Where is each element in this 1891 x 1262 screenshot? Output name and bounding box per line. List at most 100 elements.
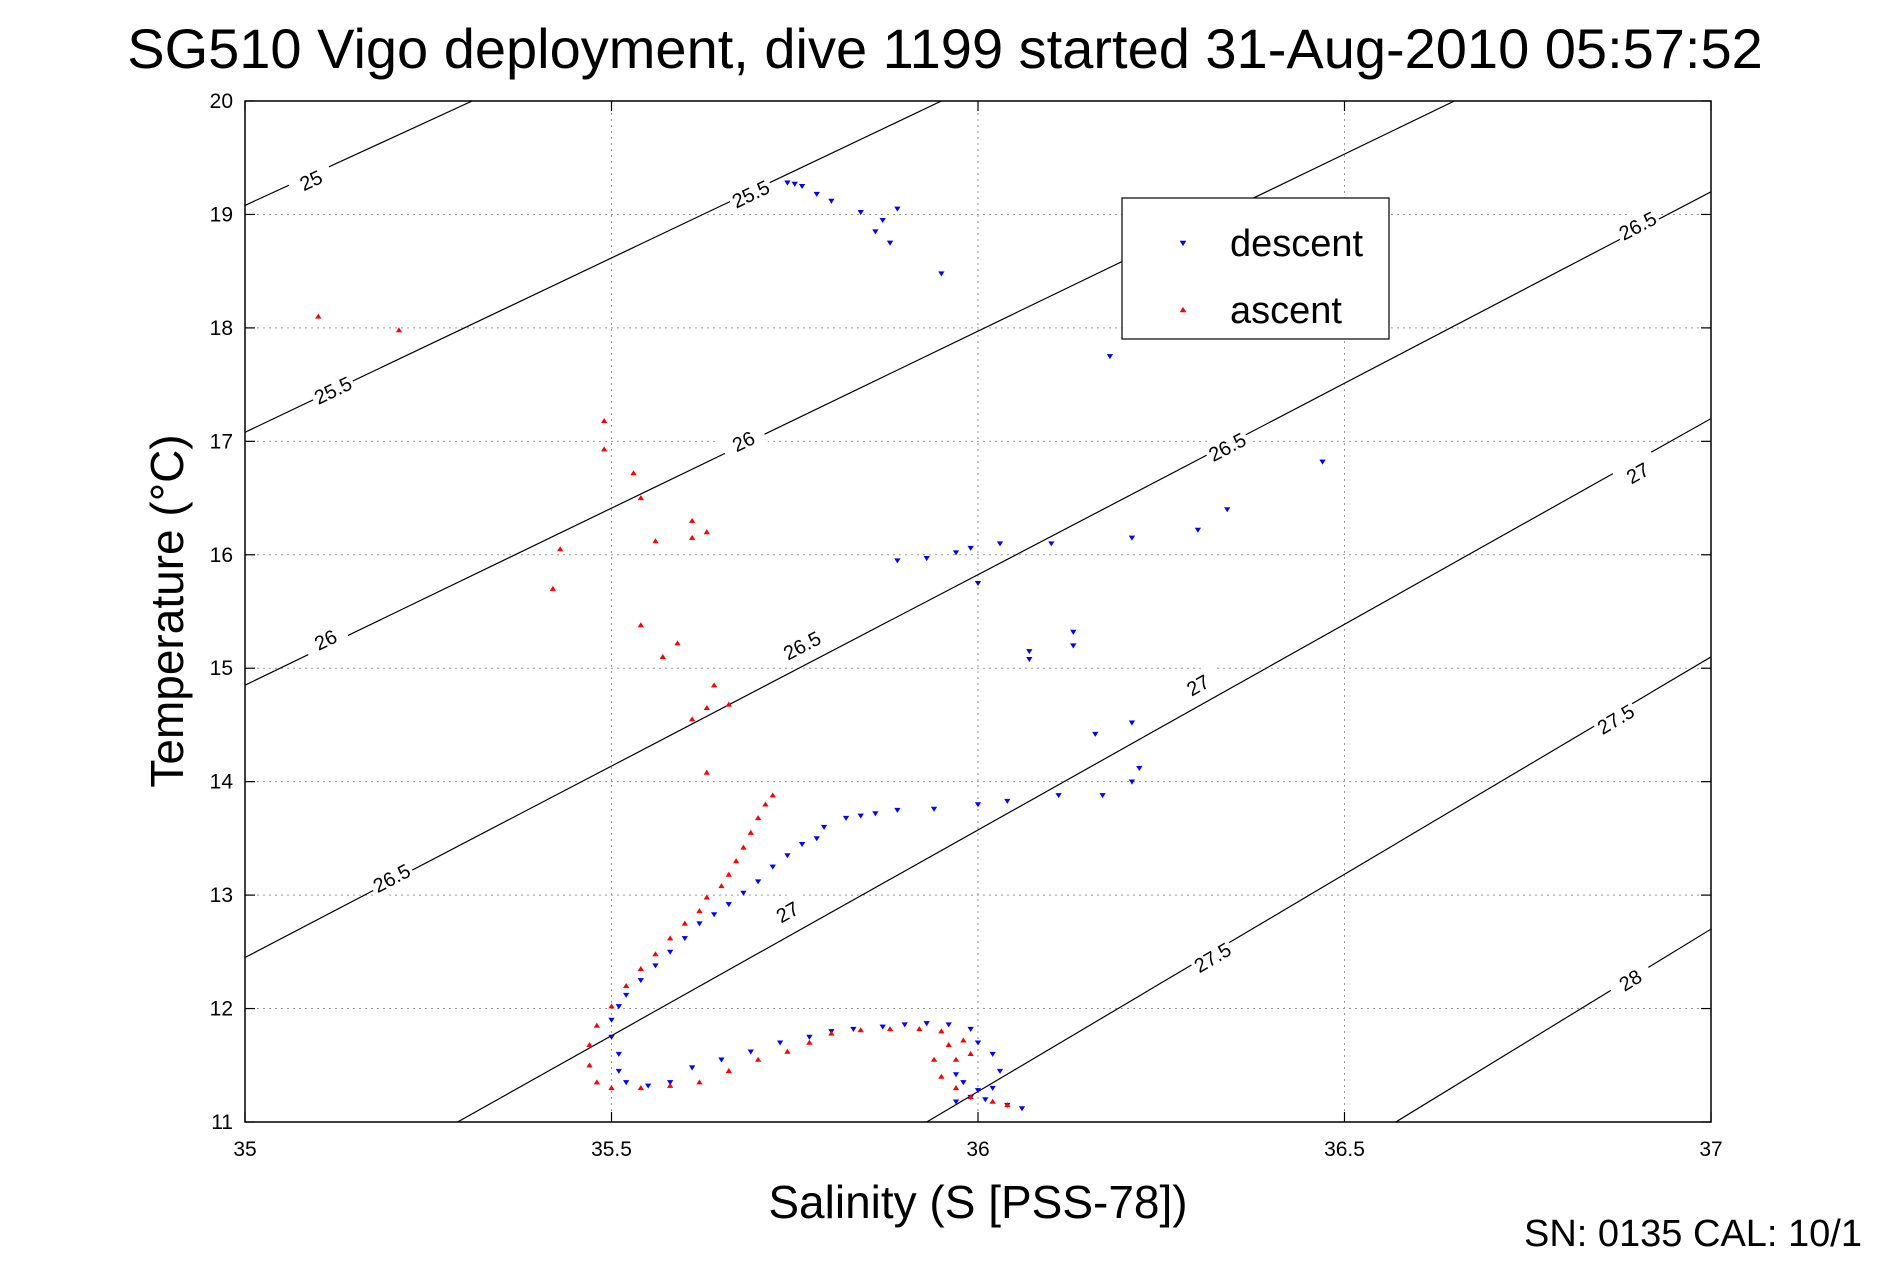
descent-point (754, 879, 762, 885)
x-tick-label: 35 (233, 1138, 256, 1161)
contour-label-bg (300, 618, 352, 662)
x-tick-label: 35.5 (591, 1138, 632, 1161)
ascent-point (740, 844, 747, 850)
density-contour-line (245, 101, 473, 206)
descent-point (1106, 354, 1114, 360)
ascent-point (315, 313, 322, 319)
legend: descent ascent (1121, 197, 1390, 340)
contour-label-bg (1201, 425, 1253, 469)
descent-point (784, 853, 791, 859)
ascent-point (659, 653, 666, 659)
descent-point (725, 902, 732, 908)
descent-point (1224, 507, 1231, 513)
descent-point (1026, 649, 1033, 655)
descent-point (1055, 793, 1062, 799)
contour-label-bg (285, 159, 337, 202)
contour-label-bg (1590, 696, 1642, 742)
ascent-point (666, 1082, 674, 1088)
descent-point (1136, 765, 1143, 771)
ascent-point (674, 640, 681, 646)
descent-point (1092, 731, 1099, 737)
descent-point (806, 1034, 813, 1040)
descent-point (901, 1022, 908, 1028)
ascent-point (696, 1079, 703, 1085)
ascent-point (637, 622, 644, 628)
ascent-point (586, 1062, 593, 1068)
ascent-point (688, 716, 696, 722)
legend-marker-ascent (1179, 306, 1187, 313)
descent-point (1128, 535, 1136, 541)
ascent-point (952, 1056, 960, 1062)
x-tick-label: 36.5 (1324, 1138, 1365, 1161)
ascent-point (725, 871, 732, 877)
density-contour-line (926, 656, 1711, 1122)
ascent-point (886, 1026, 894, 1032)
y-tick-label: 15 (210, 657, 233, 680)
descent-point (857, 210, 864, 216)
ascent-point (696, 908, 703, 914)
ascent-point (747, 829, 754, 835)
ascent-point (930, 1056, 938, 1062)
descent-point (1128, 779, 1136, 785)
descent-point (615, 1068, 622, 1074)
descent-point (637, 978, 644, 984)
y-tick-label: 20 (210, 90, 233, 113)
ascent-point (601, 418, 608, 424)
descent-point (820, 824, 828, 830)
contour-label-bg (725, 172, 777, 216)
legend-items: descent ascent (1179, 223, 1364, 332)
ascent-point (762, 801, 769, 807)
ascent-point (938, 1028, 945, 1034)
ascent-point (754, 815, 762, 821)
descent-point (960, 1080, 967, 1086)
density-contour-line (245, 101, 942, 433)
descent-point (1026, 657, 1033, 663)
descent-point (615, 1051, 622, 1057)
contour-label-bg (1604, 957, 1656, 1003)
ascent-point (395, 327, 403, 333)
descent-point (974, 1088, 982, 1094)
calibration-footer: SN: 0135 CAL: 10/1 (1524, 1213, 1862, 1255)
ascent-point (593, 1079, 600, 1085)
descent-point (879, 217, 886, 224)
x-tick-label: 36 (966, 1138, 989, 1161)
ascent-point (549, 585, 557, 591)
descent-point (952, 1072, 960, 1078)
descent-point (894, 807, 901, 813)
descent-point (938, 271, 945, 277)
chart-title: SG510 Vigo deployment, dive 1199 started… (127, 17, 1763, 80)
y-tick-label: 13 (210, 884, 233, 907)
plot-area: 2525.525.5262626.526.526.526.527272727.5… (245, 101, 1711, 1122)
descent-point (681, 936, 688, 942)
ascent-point (857, 1027, 864, 1033)
ascent-point (557, 546, 564, 552)
ascent-point (967, 1051, 974, 1057)
x-tick-label: 37 (1699, 1138, 1722, 1161)
descent-point (813, 191, 820, 197)
descent-point (974, 1040, 982, 1046)
density-contour-line (245, 101, 1455, 686)
legend-label-descent: descent (1230, 223, 1364, 265)
ascent-point (725, 1068, 732, 1074)
descent-point (784, 180, 791, 186)
contour-label-bg (1187, 935, 1239, 980)
descent-point (996, 541, 1004, 547)
contour-label-bg (1172, 663, 1224, 708)
descent-point (952, 1099, 960, 1105)
y-tick-label: 11 (211, 1111, 233, 1134)
descent-point (930, 806, 938, 812)
descent-point (1018, 1106, 1026, 1112)
y-tick-label: 14 (210, 771, 234, 794)
y-tick-label: 12 (210, 998, 233, 1021)
density-contour-line (245, 191, 1711, 959)
descent-point (886, 240, 894, 246)
ascent-point (945, 1041, 952, 1047)
descent-point (872, 229, 879, 235)
y-tick-label: 17 (210, 430, 233, 453)
descent-point (747, 1049, 754, 1055)
contour-label-bg (761, 890, 813, 935)
descent-point (923, 1021, 930, 1027)
descent-point (850, 1026, 857, 1032)
